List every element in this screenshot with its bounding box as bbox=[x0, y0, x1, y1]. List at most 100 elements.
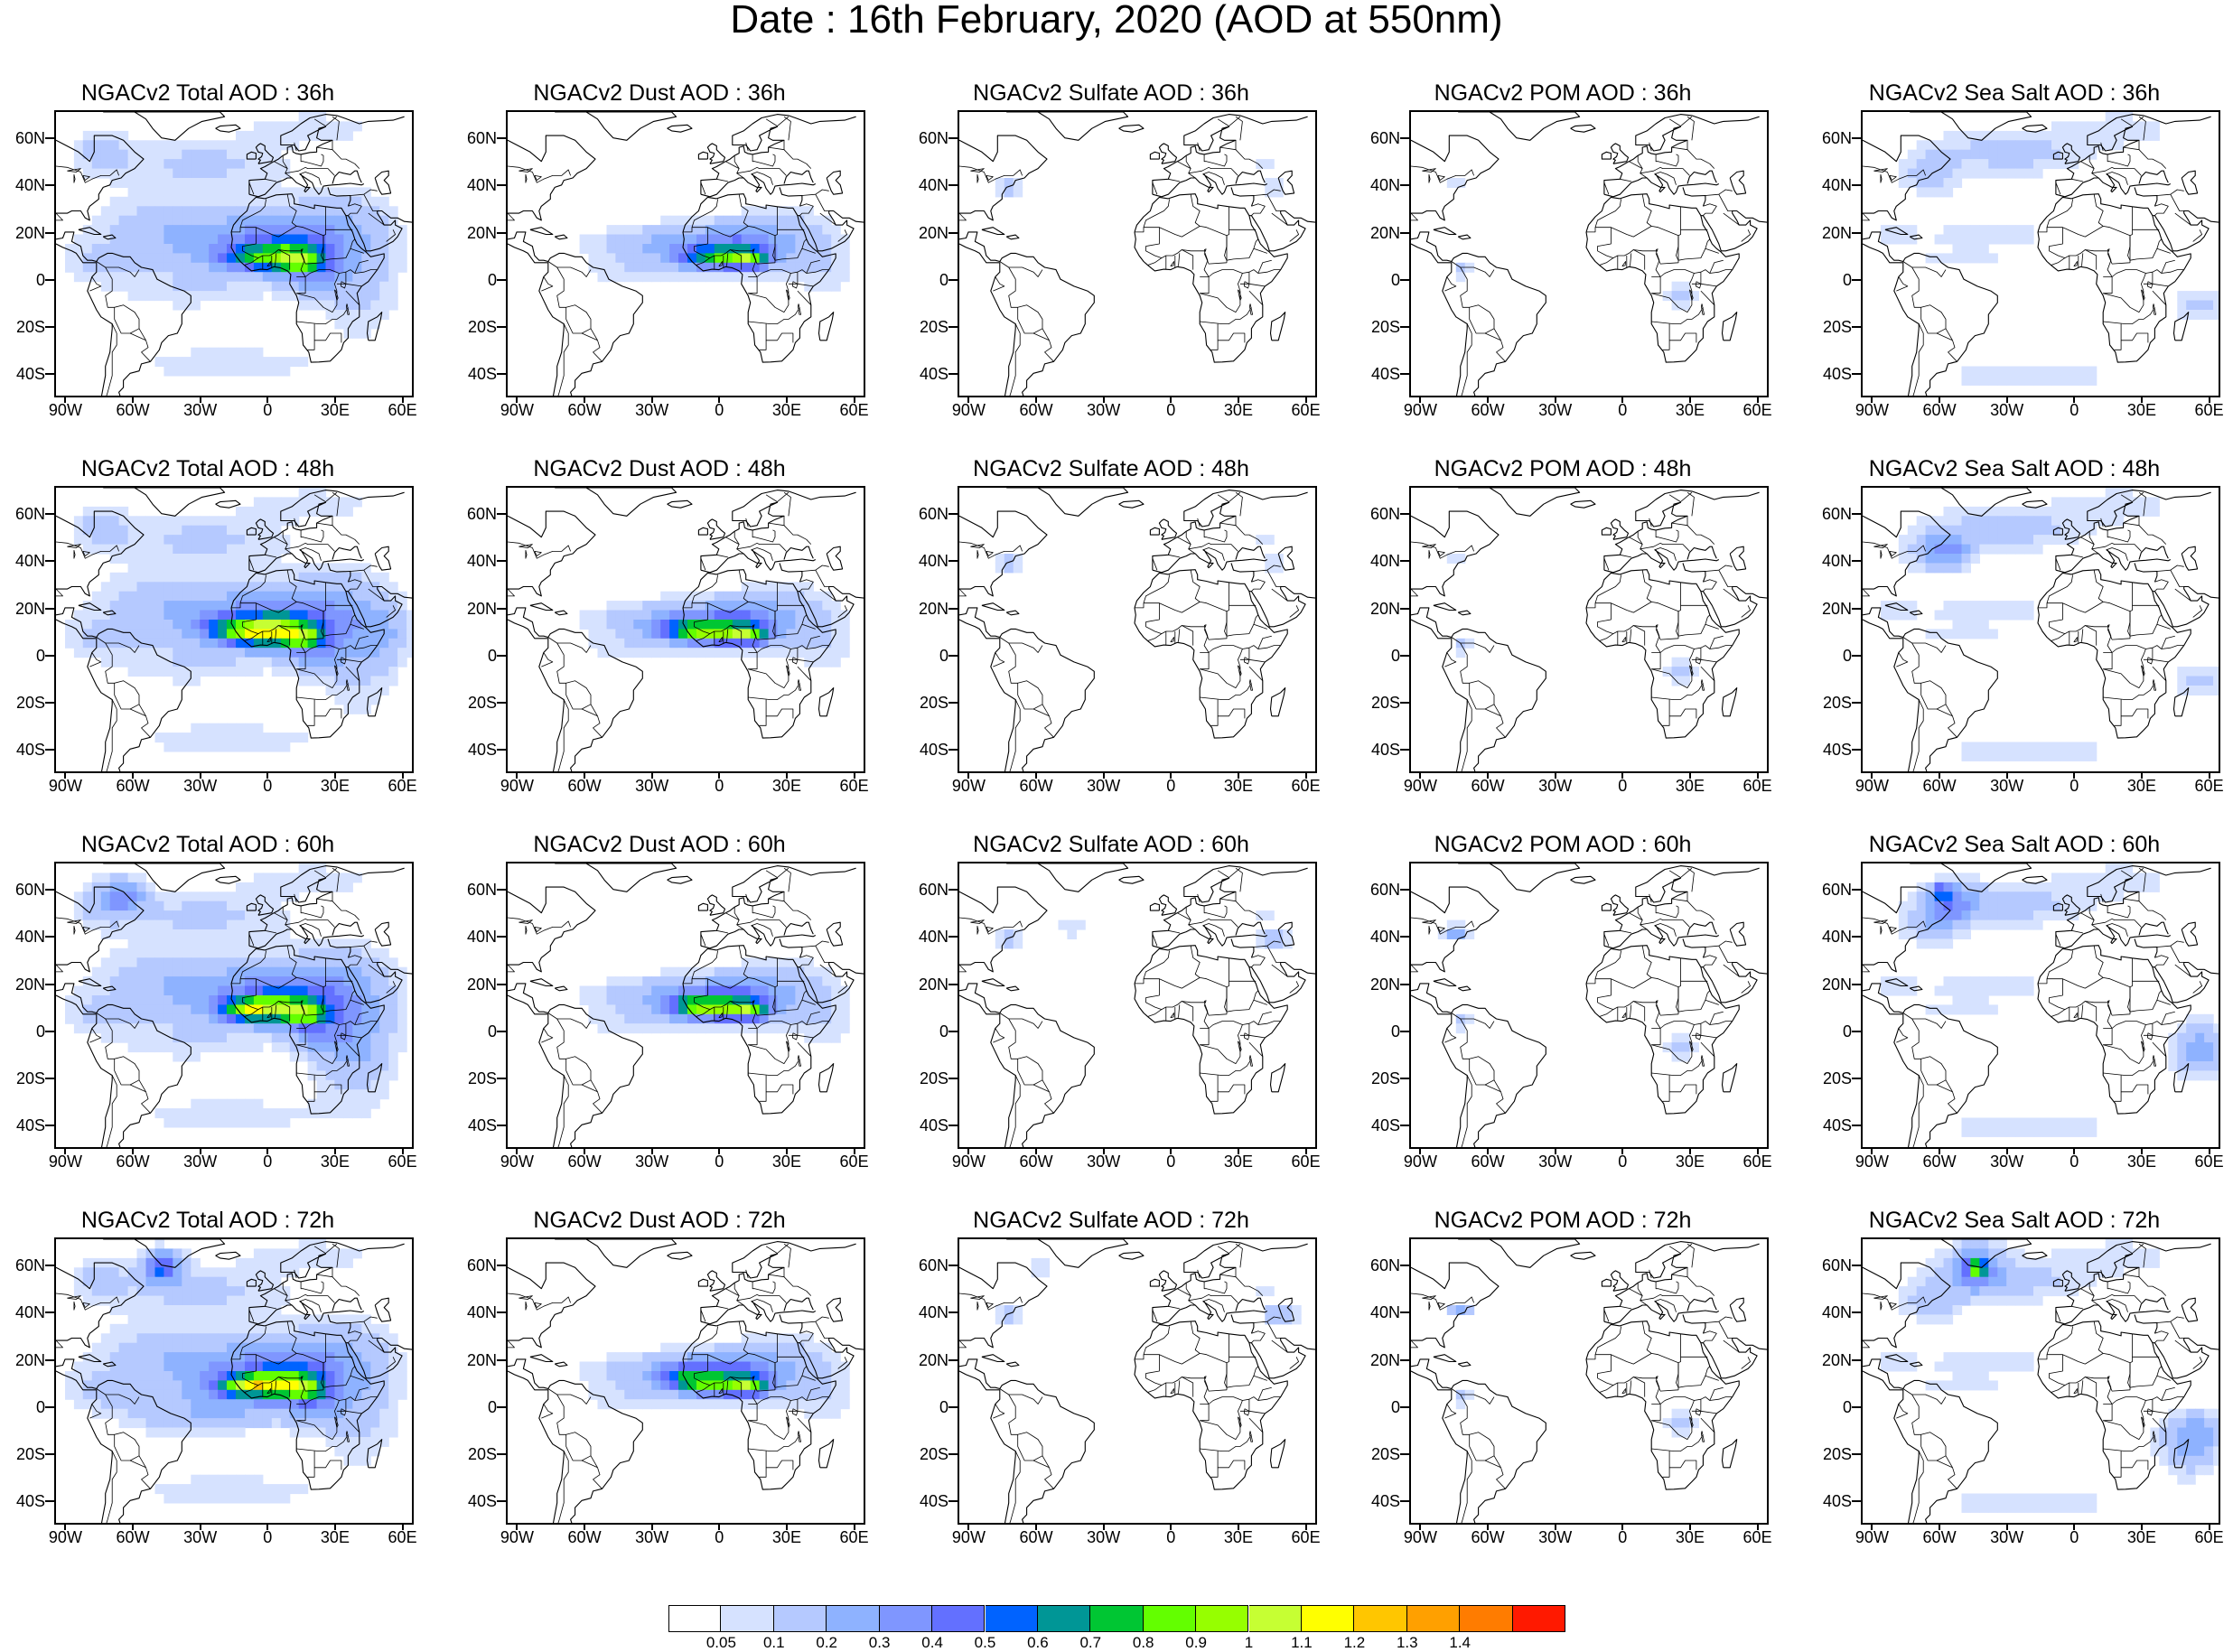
aod-cell bbox=[2150, 882, 2160, 892]
aod-cell bbox=[1997, 130, 2007, 141]
aod-cell bbox=[795, 957, 805, 968]
country-border-line bbox=[2143, 1034, 2169, 1039]
aod-cell bbox=[388, 262, 398, 273]
country-border-line bbox=[2138, 867, 2146, 892]
aod-cell bbox=[822, 601, 832, 611]
aod-cell bbox=[2060, 366, 2070, 377]
aod-cell bbox=[209, 366, 219, 377]
aod-cell bbox=[615, 272, 625, 283]
aod-cell bbox=[1988, 919, 1998, 930]
coastlines bbox=[56, 488, 412, 771]
aod-cell bbox=[200, 629, 210, 639]
longitude-label: 0 bbox=[2069, 777, 2079, 795]
aod-cell bbox=[2042, 149, 2052, 160]
aod-cell bbox=[705, 976, 715, 987]
aod-cell bbox=[370, 1051, 380, 1062]
aod-cell bbox=[1916, 525, 1927, 536]
aod-cell bbox=[633, 620, 643, 630]
aod-cell bbox=[200, 591, 210, 602]
latitude-label: 20S bbox=[15, 693, 45, 712]
aod-cell bbox=[245, 657, 255, 667]
country-border-line bbox=[1197, 893, 1201, 903]
aod-cell bbox=[316, 648, 327, 658]
aod-cell bbox=[352, 686, 362, 695]
aod-cell bbox=[173, 187, 182, 198]
aod-cell bbox=[687, 262, 697, 273]
aod-cell bbox=[164, 572, 173, 583]
aod-cell bbox=[1898, 159, 1909, 170]
aod-cell bbox=[343, 1042, 353, 1053]
aod-cell bbox=[2078, 742, 2088, 752]
aod-cell bbox=[136, 601, 147, 611]
country-border-line bbox=[1461, 1075, 1472, 1147]
aod-cell bbox=[2177, 300, 2187, 311]
aod-cell bbox=[2015, 976, 2025, 987]
aod-cell bbox=[280, 657, 291, 667]
aod-cell bbox=[127, 648, 138, 658]
coastline-line bbox=[1910, 112, 2032, 141]
country-border-line bbox=[2174, 588, 2191, 602]
aod-cell bbox=[73, 1267, 84, 1278]
aod-cell bbox=[361, 995, 371, 1005]
aod-cell bbox=[343, 187, 353, 198]
aod-cell bbox=[579, 610, 590, 621]
latitude-label: 60N bbox=[1821, 881, 1852, 900]
aod-cell bbox=[741, 601, 752, 611]
lake-outline-line bbox=[67, 544, 81, 548]
country-border-line bbox=[2088, 531, 2095, 545]
aod-cell bbox=[298, 1013, 309, 1024]
country-border-line bbox=[1686, 867, 1695, 892]
aod-cell bbox=[379, 985, 389, 996]
aod-field bbox=[995, 535, 1284, 574]
panel-title: NGACv2 POM AOD : 48h bbox=[1434, 456, 1692, 481]
longitude-tick bbox=[2140, 773, 2143, 779]
aod-cell bbox=[191, 591, 201, 602]
aod-cell bbox=[218, 253, 228, 264]
aod-cell bbox=[307, 563, 318, 574]
lake-outline-line bbox=[798, 679, 801, 691]
aod-cell bbox=[73, 244, 84, 254]
aod-cell bbox=[236, 159, 246, 170]
lake-outlines bbox=[970, 919, 1253, 1067]
aod-cell bbox=[289, 1032, 300, 1043]
latitude-tick bbox=[1400, 701, 1409, 704]
aod-cell bbox=[352, 563, 362, 574]
aod-cell bbox=[1988, 629, 1998, 639]
aod-cell bbox=[1013, 178, 1023, 188]
aod-cell bbox=[191, 516, 201, 527]
aod-cell bbox=[262, 657, 273, 667]
aod-cell bbox=[1961, 1117, 1971, 1128]
coastline-line bbox=[345, 961, 412, 1003]
aod-cell bbox=[127, 225, 138, 236]
aod-cell bbox=[298, 638, 309, 649]
aod-cell bbox=[2087, 506, 2098, 517]
aod-cell bbox=[822, 244, 832, 254]
aod-cell bbox=[325, 1004, 335, 1015]
aod-cell bbox=[388, 629, 398, 639]
aod-cell bbox=[271, 610, 282, 621]
aod-cell bbox=[2123, 506, 2134, 517]
longitude-tick bbox=[1554, 397, 1556, 403]
country-border-line bbox=[547, 1013, 592, 1029]
aod-cell bbox=[91, 601, 102, 611]
country-border-line bbox=[2047, 978, 2184, 1029]
coastline-line bbox=[1269, 312, 1286, 341]
aod-cell bbox=[705, 620, 715, 630]
aod-cell bbox=[191, 535, 201, 546]
aod-cell bbox=[262, 196, 273, 207]
country-border-line bbox=[726, 629, 729, 642]
aod-cell bbox=[307, 657, 318, 667]
aod-cell bbox=[262, 601, 273, 611]
aod-cell bbox=[1970, 159, 1980, 170]
aod-cell bbox=[678, 1013, 688, 1024]
aod-cell bbox=[2132, 506, 2142, 517]
aod-cell bbox=[325, 1098, 335, 1109]
aod-cell bbox=[164, 196, 173, 207]
aod-cell bbox=[1943, 187, 1954, 198]
country-border-line bbox=[240, 602, 378, 653]
aod-cell bbox=[361, 657, 371, 667]
aod-cell bbox=[2087, 882, 2098, 892]
aod-cell bbox=[822, 976, 832, 987]
aod-cell bbox=[660, 966, 670, 977]
aod-cell bbox=[73, 516, 84, 527]
